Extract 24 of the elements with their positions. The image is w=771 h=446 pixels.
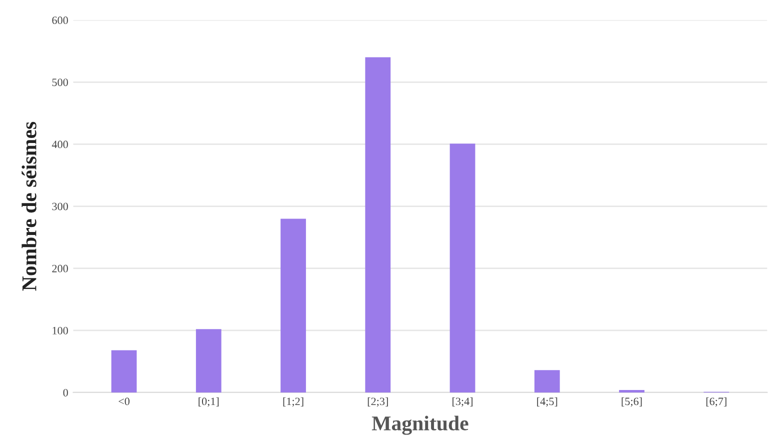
x-tick-label: [2;3]: [368, 397, 388, 407]
y-tick-label: 500: [52, 78, 68, 86]
x-tick-label: <0: [118, 398, 130, 406]
y-axis-title: Nombre de séismes: [22, 122, 36, 291]
x-tick-label: [5;6]: [622, 397, 642, 407]
y-tick-label: 100: [52, 326, 68, 334]
y-tick-label: 300: [52, 202, 68, 210]
y-tick-label: 0: [63, 388, 68, 396]
x-axis-title: Magnitude: [372, 416, 468, 435]
bar: [196, 329, 222, 392]
x-tick-label: [3;4]: [452, 397, 472, 407]
bar: [365, 57, 391, 392]
bar: [280, 218, 306, 392]
x-tick-label: [6;7]: [706, 397, 726, 407]
y-tick-label: 400: [52, 140, 68, 148]
y-tick-label: 200: [52, 264, 68, 272]
bar: [111, 350, 137, 392]
bar: [450, 144, 476, 392]
y-tick-label: 600: [52, 16, 68, 24]
bar: [619, 390, 644, 392]
x-tick-label: [1;2]: [283, 397, 304, 407]
x-tick-label: [0;1]: [198, 397, 219, 407]
x-tick-label: [4;5]: [537, 397, 558, 407]
bar: [534, 370, 560, 392]
